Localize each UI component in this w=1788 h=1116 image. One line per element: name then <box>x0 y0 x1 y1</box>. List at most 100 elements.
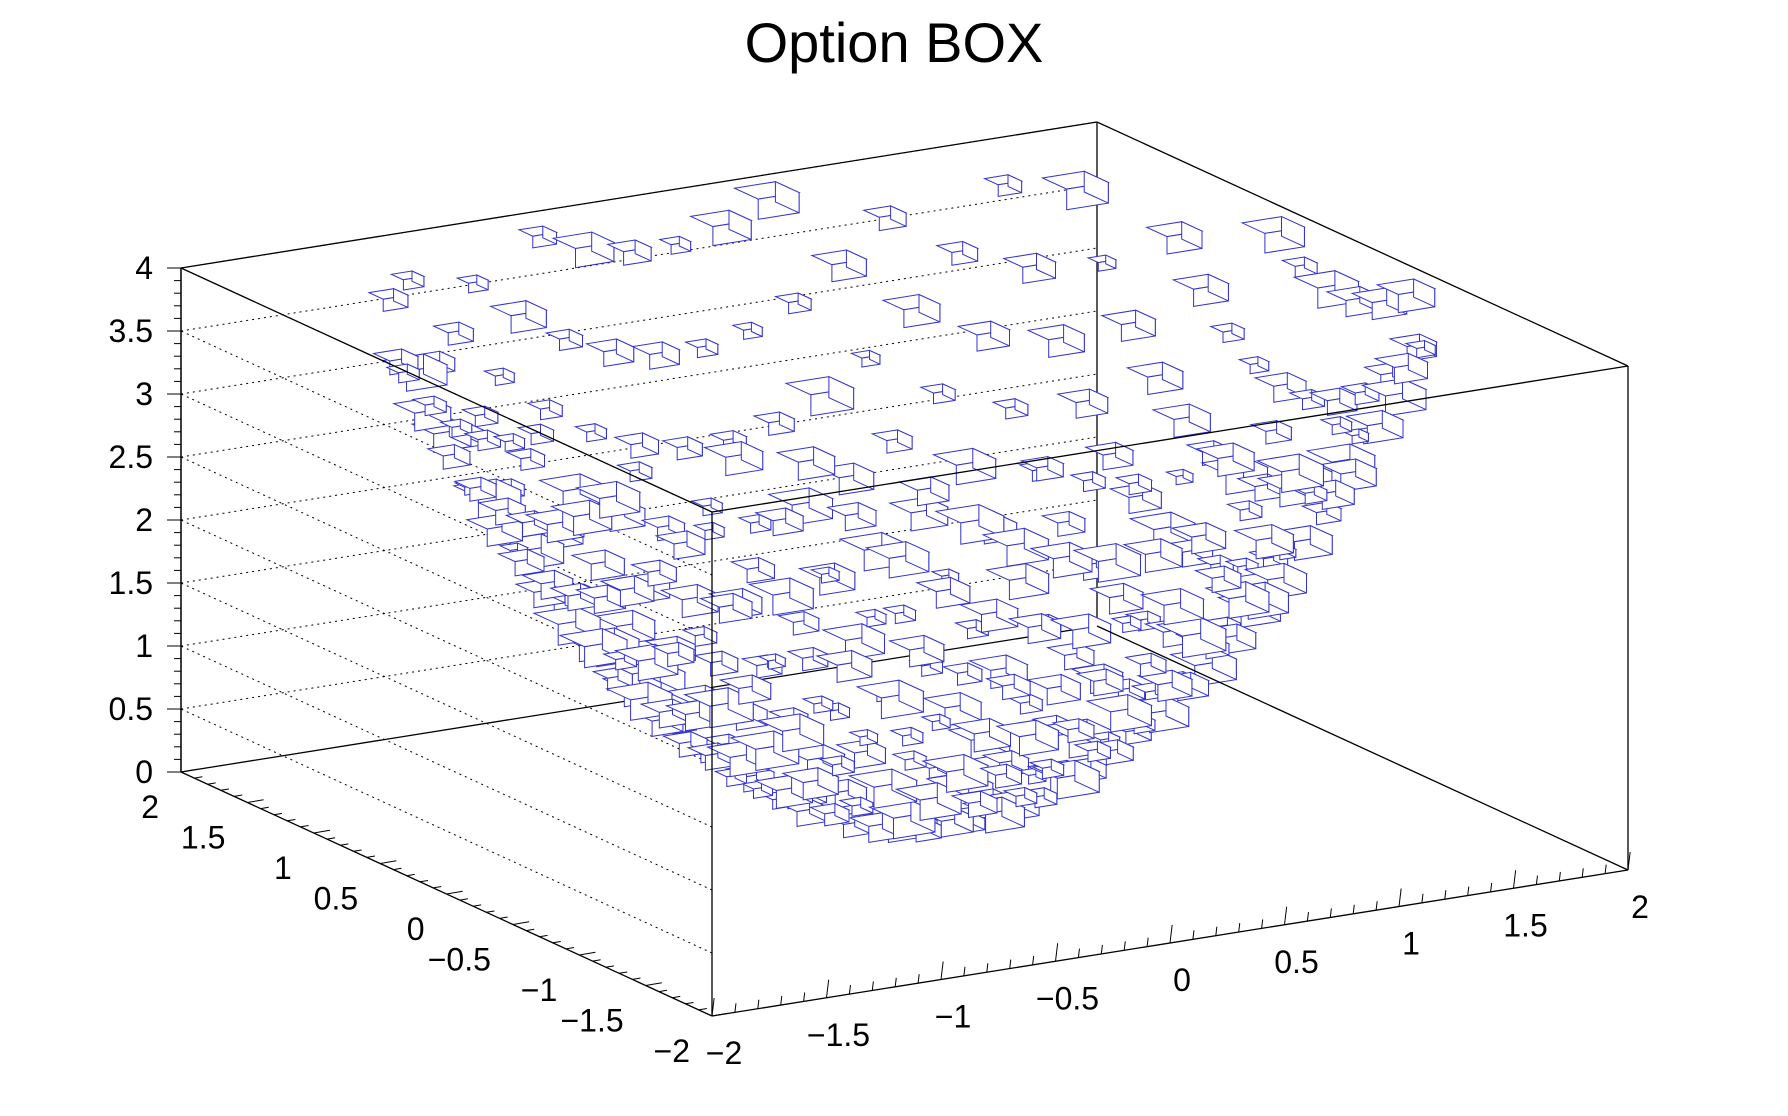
data-box <box>573 422 609 443</box>
data-box <box>1026 673 1083 706</box>
box-side-face <box>1047 455 1064 478</box>
box-side-face <box>632 609 656 641</box>
box-side-face <box>778 411 795 433</box>
box-side-face <box>476 274 489 291</box>
box-side-face <box>841 755 855 774</box>
box-side-face <box>853 462 875 491</box>
box-side-face <box>1083 170 1109 204</box>
data-box <box>1073 740 1113 763</box>
box-side-face <box>1068 510 1086 533</box>
y-axis-tick <box>300 825 309 828</box>
box-side-face <box>705 338 719 356</box>
y-axis-tick <box>393 867 402 871</box>
frame-edge <box>180 267 713 513</box>
data-box <box>681 625 719 647</box>
x-axis-tick <box>1329 908 1332 918</box>
data-box <box>1151 403 1213 438</box>
box-side-face <box>1063 323 1085 353</box>
data-box <box>1085 693 1154 733</box>
box-side-face <box>526 548 545 573</box>
axes-layer <box>167 267 1631 1017</box>
data-box <box>864 540 931 579</box>
y-axis-tick <box>645 982 662 986</box>
y-tick-label: 0 <box>407 911 425 947</box>
z-tick-label: 2 <box>135 502 153 538</box>
data-box <box>887 634 946 668</box>
box-side-face <box>774 180 800 214</box>
data-box <box>1237 355 1271 375</box>
data-box <box>584 338 636 368</box>
data-box <box>922 691 983 727</box>
box-side-face <box>604 549 625 576</box>
data-box <box>1195 442 1256 478</box>
box-side-face <box>1424 339 1436 356</box>
box-side-face <box>1074 759 1100 794</box>
y-axis-tick <box>326 837 336 840</box>
box-side-face <box>1276 419 1292 441</box>
box-side-face <box>459 418 473 435</box>
box-side-face <box>1303 256 1318 275</box>
box-side-face <box>1205 521 1227 550</box>
z-tick-label: 3.5 <box>109 313 153 349</box>
y-axis-tick <box>273 812 283 816</box>
box-side-face <box>668 515 685 538</box>
box-side-face <box>423 353 448 386</box>
box-side-face <box>659 559 677 583</box>
data-box <box>488 299 549 334</box>
box-side-face <box>1001 796 1025 828</box>
data-box <box>956 320 1012 352</box>
x-axis-tick <box>1169 924 1173 944</box>
z-grid-line <box>180 310 1098 458</box>
data-box <box>1086 254 1118 272</box>
data-box <box>1072 542 1143 583</box>
box-side-face <box>918 293 941 323</box>
data-box <box>570 549 627 582</box>
data-box <box>776 610 821 636</box>
data-box <box>455 274 490 294</box>
y-axis-tick <box>486 910 495 913</box>
x-axis-tick <box>1215 926 1218 936</box>
y-axis-tick <box>685 1001 694 1005</box>
y-axis-tick <box>711 1012 729 1017</box>
data-box <box>1069 470 1107 493</box>
data-box <box>367 287 410 312</box>
data-box <box>848 728 880 747</box>
data-box <box>991 397 1030 420</box>
box-side-face <box>834 802 850 823</box>
x-axis-tick <box>1398 888 1402 907</box>
box-side-face <box>959 691 982 721</box>
box-side-face <box>1248 500 1263 519</box>
box-side-face <box>1231 322 1245 340</box>
data-box <box>1280 256 1319 278</box>
x-axis-tick <box>1352 904 1355 914</box>
data-box <box>838 796 875 817</box>
data-box <box>630 341 682 370</box>
box-side-face <box>1223 565 1242 589</box>
x-axis-tick <box>1490 882 1493 892</box>
chart-title: Option BOX <box>744 11 1044 74</box>
data-box <box>1002 786 1039 808</box>
box-side-face <box>638 461 653 480</box>
x-axis-tick <box>826 979 830 998</box>
data-box <box>731 321 764 340</box>
data-box <box>1019 455 1065 482</box>
z-tick-label: 4 <box>135 250 153 286</box>
data-box <box>1028 758 1066 780</box>
y-tick-label: 0.5 <box>314 881 358 917</box>
box-side-face <box>978 503 1005 539</box>
box-side-face <box>1298 453 1324 487</box>
data-box <box>808 802 851 827</box>
data-box <box>921 753 990 793</box>
data-box <box>1225 500 1264 522</box>
y-tick-label: 1 <box>274 850 292 886</box>
box-side-face <box>789 577 814 610</box>
data-box <box>995 719 1061 757</box>
x-tick-label: 0.5 <box>1274 944 1318 980</box>
box-side-face <box>1257 355 1270 372</box>
data-box <box>1171 273 1231 307</box>
data-box <box>1170 521 1228 555</box>
x-axis-tick <box>871 981 874 991</box>
x-tick-label: 1.5 <box>1503 907 1547 943</box>
box-side-face <box>480 476 497 498</box>
